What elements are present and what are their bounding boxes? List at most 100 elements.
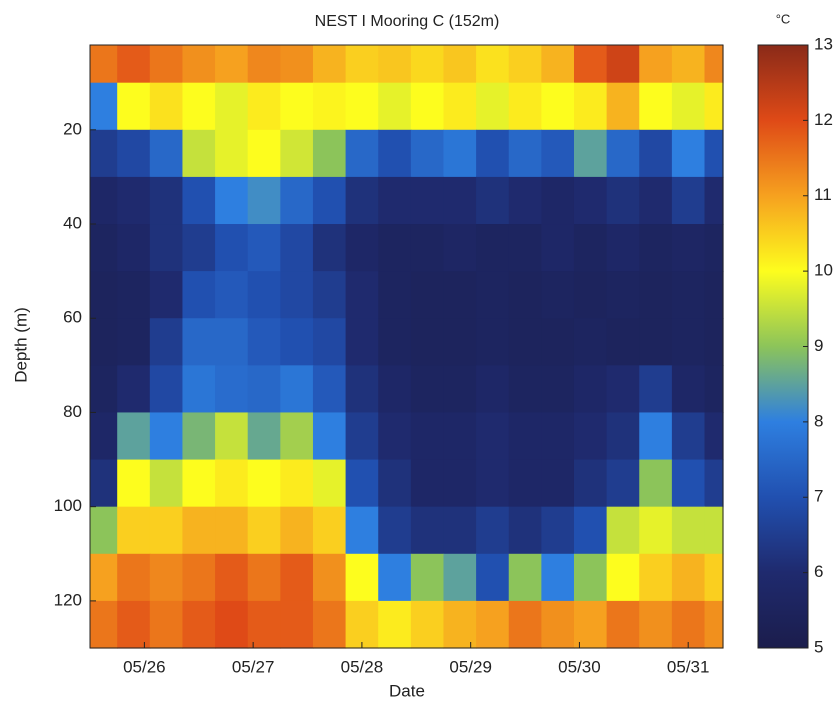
- heatmap-cell: [508, 82, 542, 131]
- heatmap-cell: [671, 412, 706, 461]
- heatmap-cell: [247, 318, 281, 366]
- heatmap-cell: [117, 318, 151, 366]
- heatmap-cell: [280, 82, 314, 131]
- heatmap-cell: [541, 412, 575, 461]
- x-tick-label: 05/28: [341, 657, 384, 676]
- heatmap-cell: [508, 506, 542, 555]
- heatmap-cell: [90, 271, 118, 319]
- heatmap-cell: [476, 553, 510, 602]
- heatmap-cell: [671, 45, 706, 84]
- heatmap-cell: [280, 318, 314, 366]
- heatmap-cell: [508, 459, 542, 508]
- heatmap-cell: [671, 318, 706, 366]
- heatmap-cell: [215, 553, 249, 602]
- heatmap-cell: [149, 553, 184, 602]
- heatmap-cell: [247, 45, 281, 84]
- heatmap-cell: [215, 176, 249, 225]
- heatmap-cell: [541, 45, 575, 84]
- heatmap-cell: [312, 82, 347, 131]
- heatmap-cell: [443, 82, 477, 131]
- heatmap-cell: [410, 459, 445, 508]
- heatmap-cell: [182, 365, 216, 414]
- y-tick-label: 40: [63, 214, 82, 233]
- heatmap-cell: [443, 129, 477, 178]
- heatmap-cell: [573, 318, 608, 366]
- heatmap-cell: [443, 271, 477, 319]
- heatmap-cell: [280, 271, 314, 319]
- heatmap-cell: [410, 553, 445, 602]
- y-tick-label: 120: [54, 590, 82, 609]
- heatmap-cell: [312, 553, 347, 602]
- heatmap-cell: [117, 459, 151, 508]
- heatmap-cell: [508, 365, 542, 414]
- heatmap-cell: [345, 459, 379, 508]
- heatmap-cell: [378, 271, 412, 319]
- heatmap-cell: [541, 459, 575, 508]
- heatmap-cell: [704, 459, 724, 508]
- heatmap-cell: [476, 459, 510, 508]
- heatmap-cell: [410, 318, 445, 366]
- heatmap-cell: [606, 506, 640, 555]
- y-tick-label: 20: [63, 119, 82, 138]
- colorbar-tick-label: 6: [814, 562, 823, 581]
- heatmap-cell: [573, 82, 608, 131]
- heatmap-cell: [476, 45, 510, 84]
- heatmap-cell: [117, 412, 151, 461]
- heatmap-cell: [639, 45, 673, 84]
- heatmap-cell: [149, 82, 184, 131]
- heatmap-cell: [312, 600, 347, 649]
- heatmap-cell: [345, 224, 379, 272]
- heatmap-cell: [182, 271, 216, 319]
- heatmap-cell: [410, 600, 445, 649]
- heatmap-cell: [639, 224, 673, 272]
- heatmap-cell: [541, 224, 575, 272]
- heatmap-cell: [639, 176, 673, 225]
- heatmap-cell: [573, 600, 608, 649]
- heatmap-cell: [573, 129, 608, 178]
- x-tick-label: 05/29: [449, 657, 492, 676]
- y-tick-label: 60: [63, 308, 82, 327]
- heatmap-cell: [606, 412, 640, 461]
- heatmap-cell: [443, 365, 477, 414]
- heatmap-cell: [606, 459, 640, 508]
- heatmap-cell: [573, 459, 608, 508]
- heatmap-cell: [149, 318, 184, 366]
- heatmap-cell: [508, 45, 542, 84]
- heatmap-cell: [541, 506, 575, 555]
- heatmap-cell: [704, 600, 724, 649]
- heatmap-cell: [443, 506, 477, 555]
- heatmap-cell: [182, 318, 216, 366]
- heatmap-cell: [671, 600, 706, 649]
- heatmap-cell: [117, 224, 151, 272]
- heatmap-cell: [345, 553, 379, 602]
- heatmap-cell: [215, 82, 249, 131]
- heatmap-cell: [508, 553, 542, 602]
- heatmap-cell: [443, 600, 477, 649]
- heatmap-cell: [280, 224, 314, 272]
- heatmap-cell: [443, 176, 477, 225]
- heatmap-cell: [378, 412, 412, 461]
- heatmap-cell: [476, 129, 510, 178]
- heatmap-cell: [149, 224, 184, 272]
- heatmap-cell: [606, 365, 640, 414]
- heatmap-cell: [443, 318, 477, 366]
- heatmap-cell: [312, 129, 347, 178]
- heatmap-cell: [378, 506, 412, 555]
- heatmap-cell: [476, 600, 510, 649]
- heatmap-cell: [312, 459, 347, 508]
- heatmap-cell: [541, 318, 575, 366]
- heatmap-cell: [117, 600, 151, 649]
- heatmap-cell: [247, 176, 281, 225]
- heatmap-cell: [671, 365, 706, 414]
- heatmap-cell: [345, 412, 379, 461]
- heatmap-cell: [410, 412, 445, 461]
- x-tick-label: 05/30: [558, 657, 601, 676]
- heatmap-cell: [704, 365, 724, 414]
- heatmap-cell: [182, 553, 216, 602]
- x-tick-label: 05/27: [232, 657, 275, 676]
- colorbar-tick-label: 5: [814, 637, 823, 656]
- heatmap-cell: [639, 600, 673, 649]
- heatmap-cell: [90, 412, 118, 461]
- heatmap-cell: [639, 82, 673, 131]
